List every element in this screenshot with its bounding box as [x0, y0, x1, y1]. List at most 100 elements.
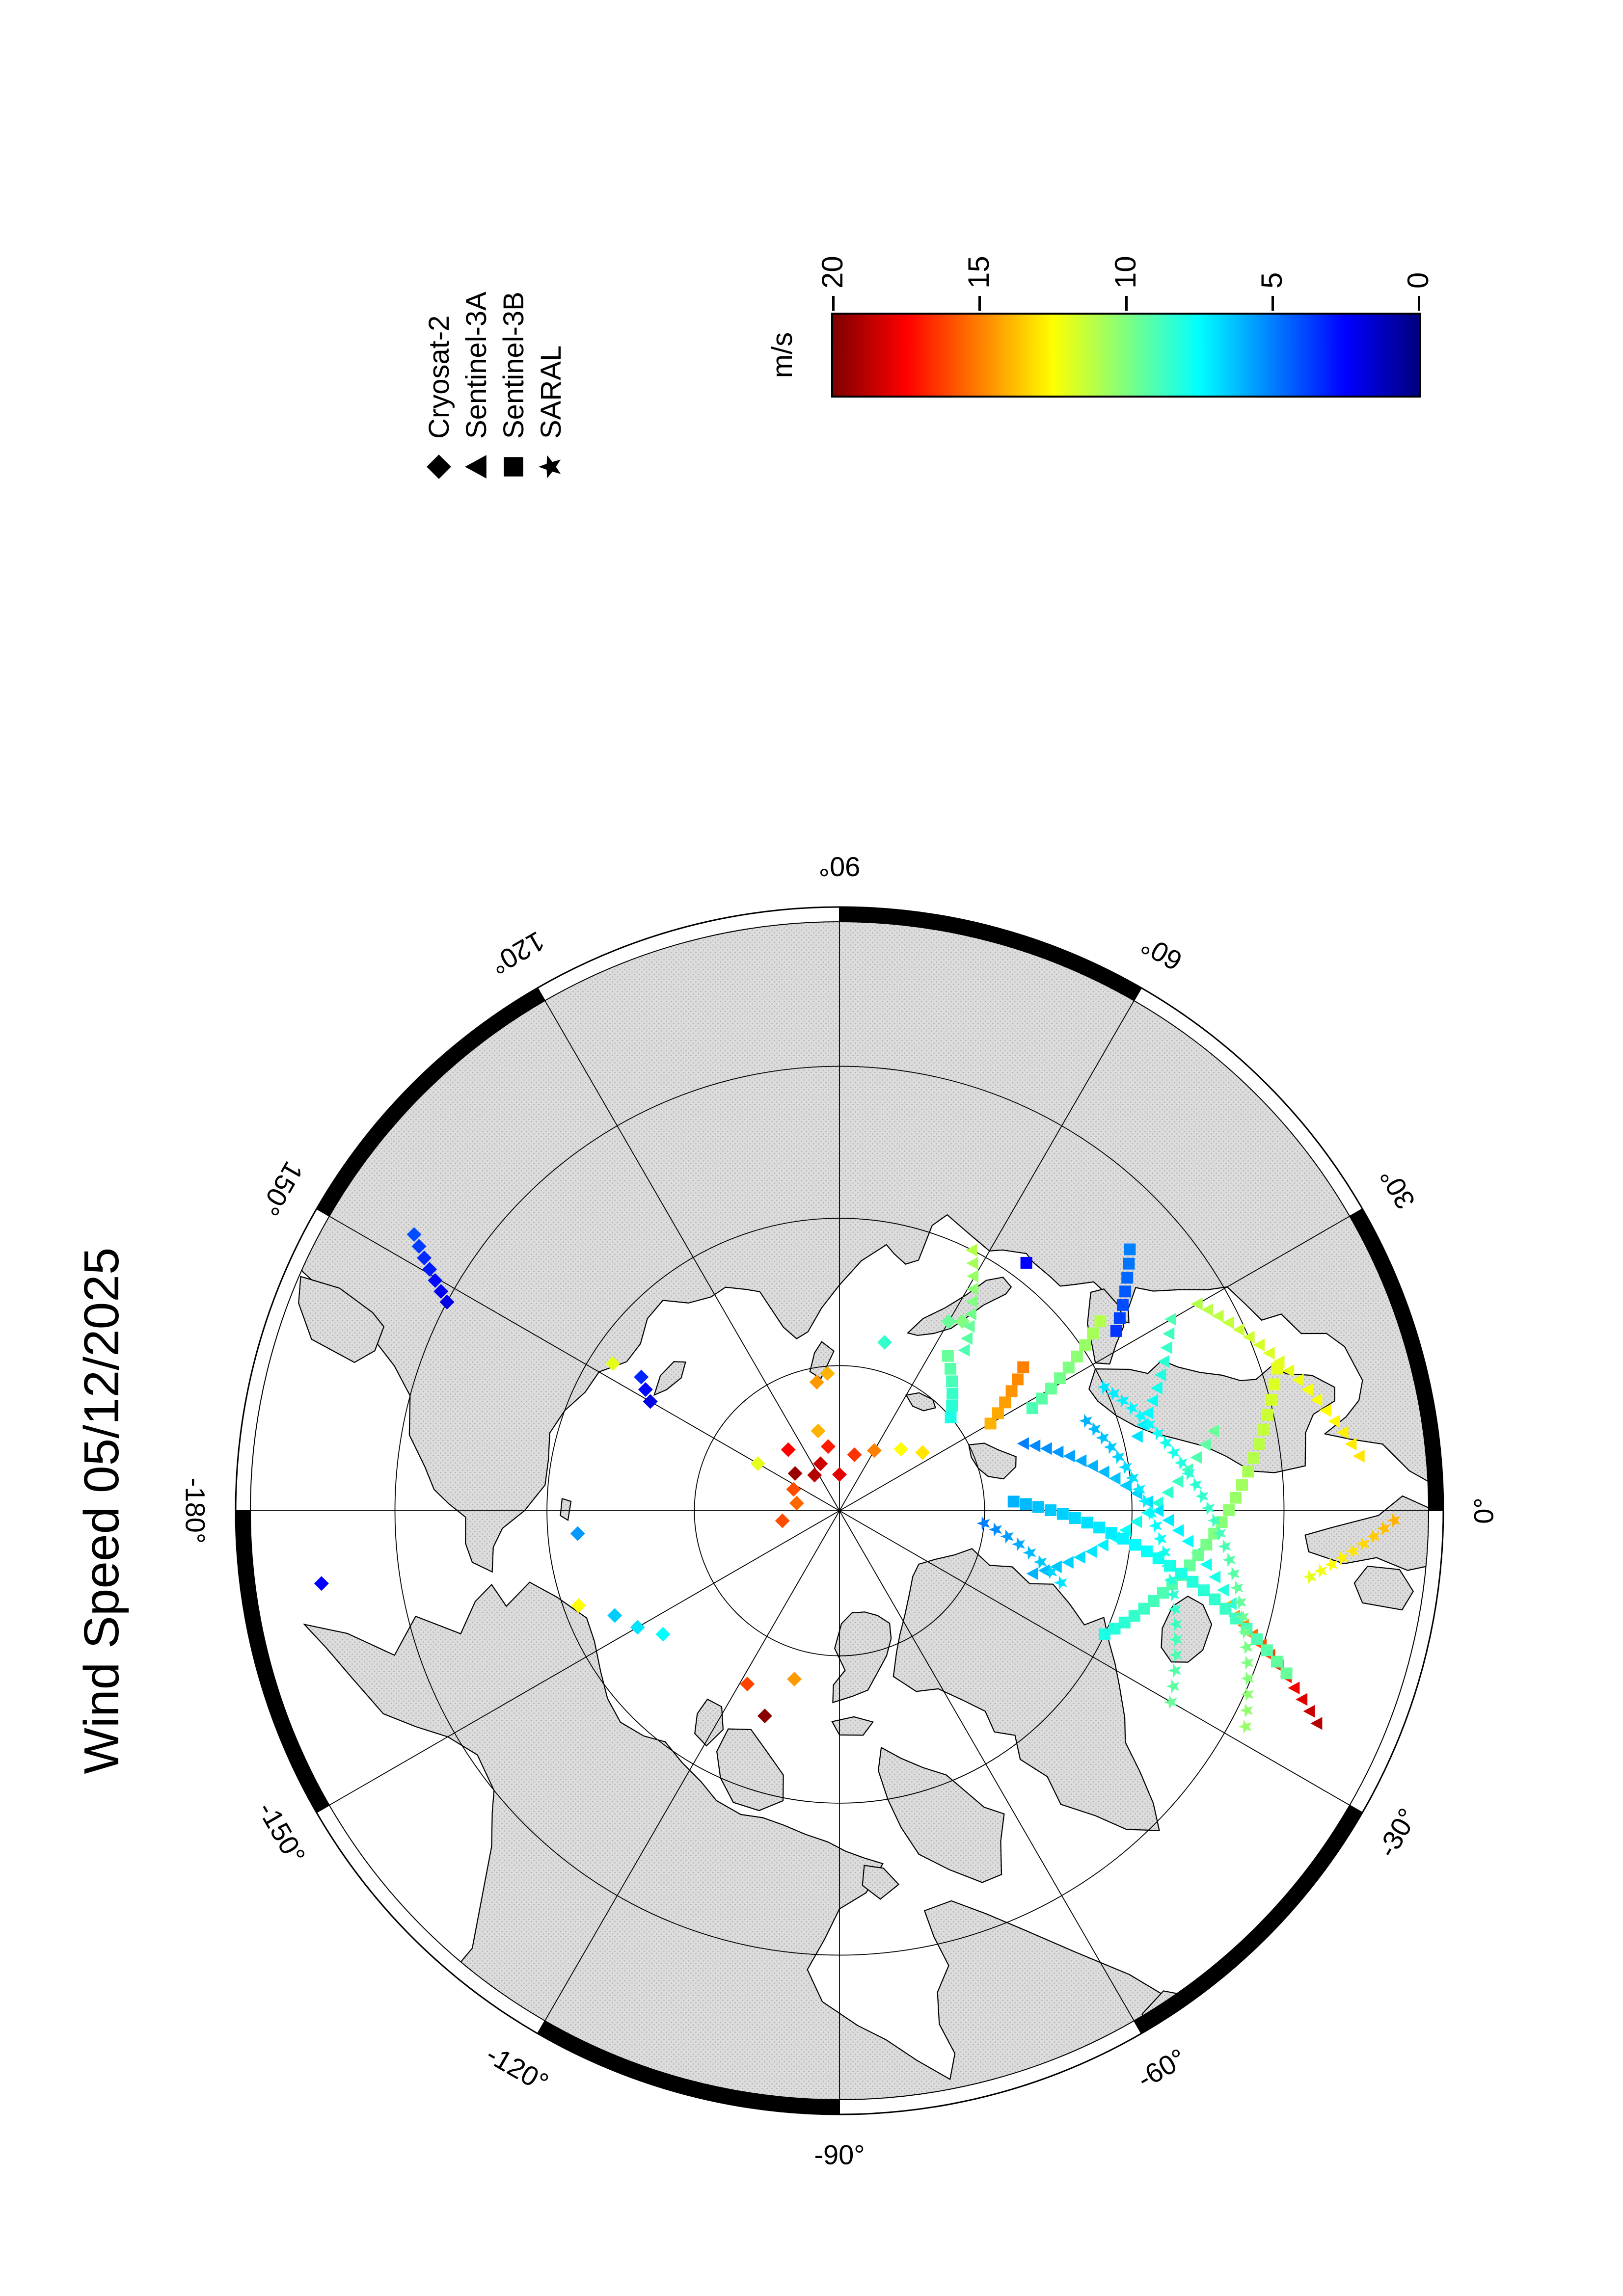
- data-point-star: [1169, 1632, 1183, 1647]
- data-point-star: [1079, 1414, 1093, 1428]
- data-point-triangle: [1052, 1445, 1064, 1459]
- data-point-diamond: [428, 1273, 443, 1288]
- data-point-square: [1147, 1595, 1160, 1607]
- data-point-diamond: [915, 1445, 930, 1460]
- data-point-square: [1192, 1549, 1204, 1561]
- data-point-square: [1071, 1350, 1083, 1362]
- data-point-triangle: [1154, 1368, 1166, 1382]
- data-point-square: [1265, 1393, 1277, 1406]
- data-point-triangle: [1063, 1449, 1075, 1463]
- data-point-star: [1125, 1401, 1138, 1415]
- data-point-triangle: [1222, 1316, 1234, 1329]
- data-point-star: [1157, 1545, 1171, 1559]
- data-point-star: [1134, 1409, 1147, 1423]
- data-point-triangle: [1050, 1560, 1062, 1574]
- colorbar: m/s 20 15 10 5 0: [766, 187, 1434, 398]
- data-point-diamond: [786, 1482, 801, 1497]
- data-point-star: [988, 1522, 1002, 1537]
- data-point-diamond: [789, 1495, 804, 1511]
- data-point-star: [1087, 1422, 1101, 1436]
- meridian-gridline: [839, 1208, 1363, 1511]
- data-point-square: [999, 1396, 1011, 1409]
- data-point-triangle: [1263, 1346, 1275, 1360]
- landmass: [832, 1611, 892, 1704]
- data-point-square: [1011, 1373, 1024, 1386]
- data-point-square: [1140, 1545, 1153, 1557]
- data-point-diamond: [406, 1227, 422, 1242]
- data-point-star: [1236, 1610, 1249, 1624]
- colorbar-tick: [832, 296, 835, 311]
- data-point-triangle: [1296, 1693, 1308, 1706]
- data-point-triangle: [1150, 1381, 1163, 1394]
- data-point-star: [1054, 1575, 1067, 1590]
- data-point-square: [1110, 1325, 1122, 1337]
- data-point-triangle: [1172, 1524, 1184, 1537]
- data-point-triangle: [1164, 1312, 1176, 1326]
- data-point-square: [1117, 1532, 1129, 1545]
- data-point-diamond: [813, 1456, 828, 1471]
- data-point-star: [1241, 1671, 1254, 1686]
- data-point-diamond: [781, 1442, 796, 1457]
- graticule: [249, 921, 1430, 2101]
- meridian-label: -30°: [1371, 1803, 1423, 1863]
- data-point-square: [1253, 1438, 1265, 1450]
- data-point-triangle: [1040, 1442, 1052, 1455]
- frame-outer-circle: [235, 906, 1444, 2115]
- data-point-square: [1118, 1616, 1131, 1629]
- data-point-diamond: [877, 1335, 892, 1350]
- data-point-square: [1105, 1527, 1117, 1539]
- landmass: [1353, 1565, 1414, 1611]
- meridian-label: 120°: [485, 926, 550, 981]
- legend-item-sentinel3b: Sentinel-3B: [495, 292, 532, 480]
- data-point-triangle: [1109, 1472, 1121, 1485]
- triangle-icon: [465, 455, 487, 479]
- legend-label: Cryosat-2: [423, 315, 455, 439]
- data-point-square: [947, 1388, 959, 1400]
- meridian-gridline: [316, 1208, 840, 1511]
- data-point-square: [1069, 1512, 1081, 1524]
- data-point-star: [1168, 1663, 1182, 1678]
- data-point-star: [1174, 1456, 1188, 1470]
- data-point-triangle: [1086, 1459, 1098, 1472]
- data-point-square: [1121, 1272, 1134, 1284]
- data-point-square: [942, 1350, 954, 1362]
- data-point-triangle: [1097, 1465, 1109, 1478]
- data-point-triangle: [967, 1270, 979, 1283]
- landmass: [653, 1361, 686, 1396]
- data-point-diamond: [775, 1513, 790, 1528]
- data-point-triangle: [1217, 1583, 1229, 1597]
- data-point-triangle: [960, 1332, 973, 1345]
- data-point-square: [1236, 1479, 1248, 1491]
- data-point-star: [1107, 1387, 1120, 1401]
- polar-map: 0° 30° 60° 90° 120° 150° -180° -150° -120° -90° -6…: [180, 852, 1499, 2170]
- data-point-square: [1129, 1539, 1141, 1551]
- data-point-triangle: [1171, 1475, 1184, 1488]
- data-point-triangle: [1292, 1373, 1304, 1387]
- data-point-square: [992, 1407, 1004, 1419]
- colorbar-tick: [1271, 296, 1274, 311]
- data-point-square: [1054, 1372, 1066, 1385]
- colorbar-tick-label: 0: [1402, 272, 1435, 289]
- data-point-star: [1166, 1679, 1180, 1694]
- data-point-triangle: [1017, 1437, 1029, 1450]
- data-point-square: [1062, 1362, 1075, 1374]
- data-point-square: [1020, 1256, 1032, 1269]
- data-point-triangle: [1336, 1426, 1349, 1439]
- square-icon: [504, 457, 523, 477]
- data-point-diamond: [433, 1284, 449, 1299]
- parallel-gridline: [394, 1066, 1285, 1956]
- data-point-diamond: [314, 1576, 329, 1591]
- series-saral: [976, 1380, 1401, 1734]
- series-cryosat2: [314, 1227, 970, 1724]
- data-point-diamond: [740, 1677, 755, 1692]
- data-point-square: [1251, 1633, 1263, 1645]
- data-point-square: [984, 1417, 997, 1430]
- data-point-star: [1314, 1564, 1327, 1578]
- data-point-diamond: [807, 1468, 822, 1483]
- data-point-star: [1195, 1489, 1209, 1503]
- data-point-triangle: [1190, 1451, 1202, 1464]
- data-point-star: [1240, 1655, 1254, 1670]
- data-point-square: [1271, 1362, 1283, 1375]
- data-point-star: [976, 1516, 990, 1531]
- data-point-square: [1128, 1610, 1140, 1622]
